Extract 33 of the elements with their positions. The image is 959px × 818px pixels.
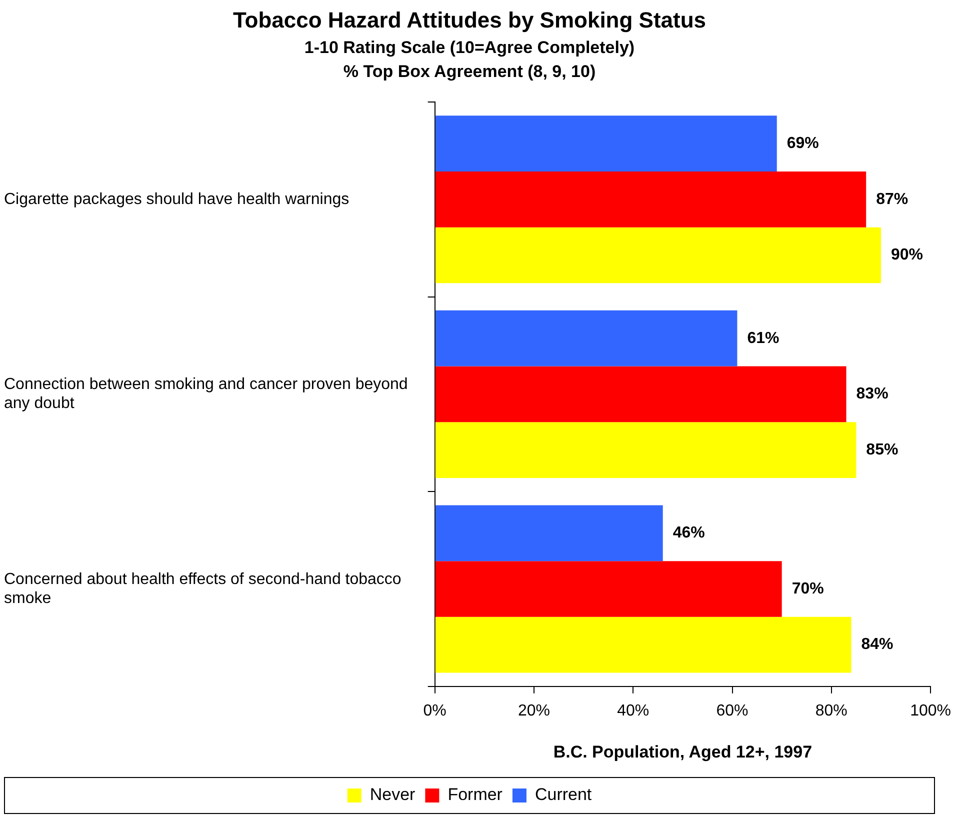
y-tick-label: Connection between smoking and cancer proven beyond any doubt bbox=[4, 376, 408, 412]
chart-title: Tobacco Hazard Attitudes by Smoking Status bbox=[232, 7, 706, 32]
data-label: 83% bbox=[856, 386, 888, 403]
bar bbox=[435, 422, 856, 478]
legend-label: Former bbox=[448, 785, 503, 804]
bar bbox=[435, 366, 846, 422]
data-label: 46% bbox=[672, 524, 705, 542]
bar bbox=[435, 616, 852, 673]
chart-subtitle: 1-10 Rating Scale (10=Agree Completely) % Top Box Agreement (8, 9, 10) bbox=[304, 38, 635, 81]
x-axis-title: B.C. Population, Aged 12+, 1997 bbox=[553, 742, 812, 762]
x-tick-label: 0% bbox=[423, 702, 446, 720]
legend-label: Never bbox=[370, 785, 416, 804]
x-tick-label: 100% bbox=[910, 702, 951, 720]
data-label: 84% bbox=[861, 636, 894, 654]
data-label: 87% bbox=[876, 190, 908, 208]
y-tick-label: Concerned about health effects of second-hand tobacco smoke bbox=[4, 570, 402, 608]
x-tick-label: 20% bbox=[518, 702, 550, 720]
data-label: 61% bbox=[747, 330, 780, 347]
bar bbox=[435, 116, 777, 172]
x-tick-label: 80% bbox=[815, 702, 848, 720]
bar bbox=[435, 227, 881, 284]
bar bbox=[435, 561, 782, 617]
bar bbox=[435, 505, 663, 562]
data-label: 70% bbox=[792, 580, 824, 598]
bar bbox=[435, 171, 866, 228]
data-label: 69% bbox=[786, 134, 819, 152]
y-tick-label: Cigarette packages should have health warnings bbox=[4, 190, 350, 208]
data-label: 90% bbox=[890, 246, 923, 264]
data-label: 85% bbox=[866, 441, 898, 458]
x-tick-label: 40% bbox=[617, 702, 650, 720]
bar bbox=[435, 310, 738, 366]
legend-label: Current bbox=[534, 785, 592, 804]
x-tick-label: 60% bbox=[716, 702, 748, 720]
